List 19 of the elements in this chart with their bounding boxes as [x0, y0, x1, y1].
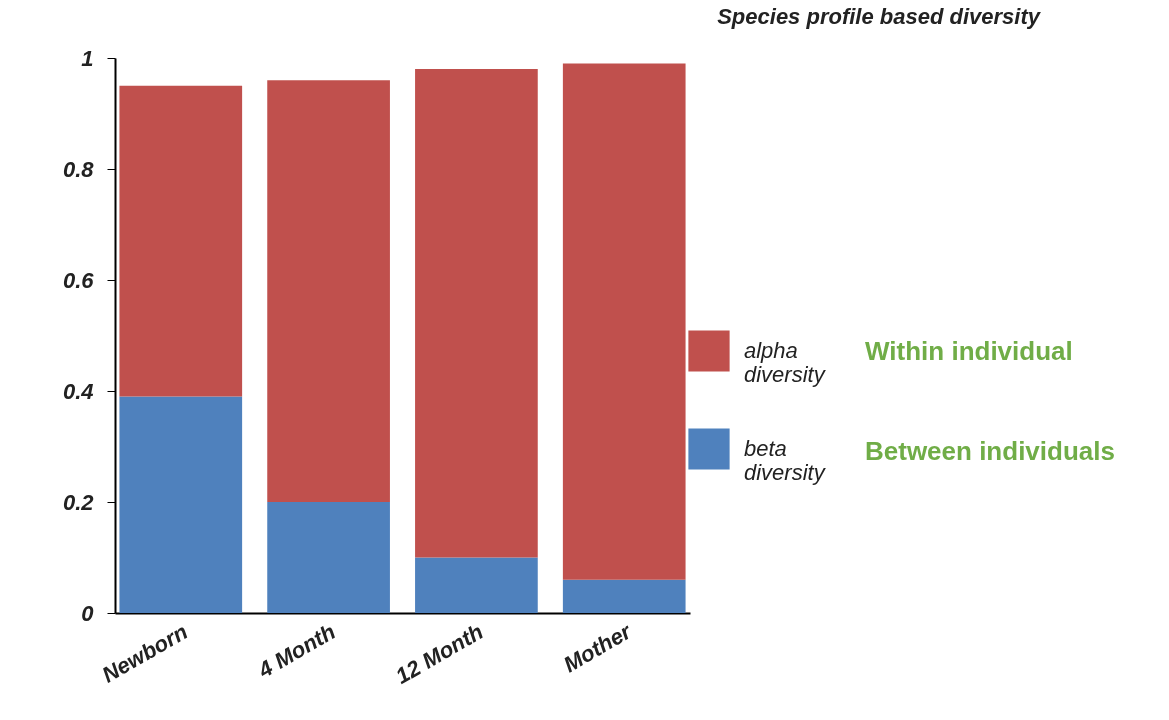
text: Within individual: [865, 336, 1073, 366]
bar: [267, 80, 390, 502]
text: Species profile based diversity: [717, 4, 1042, 29]
y-tick-label: 0: [81, 600, 95, 626]
y-tick-label: 0.2: [62, 489, 95, 515]
y-tick-label: 0.8: [62, 156, 95, 182]
y-tick-label: 1: [81, 45, 94, 71]
legend-label: beta diversity: [744, 436, 827, 485]
y-tick-label: 0.4: [62, 378, 94, 404]
bar: [267, 502, 390, 613]
bar: [562, 63, 686, 580]
text: Between individuals: [865, 436, 1115, 466]
bar: [119, 85, 243, 397]
bar: [415, 69, 538, 558]
legend-label: alpha diversity: [744, 338, 827, 387]
y-tick-label: 0.6: [62, 267, 95, 293]
bar: [119, 396, 243, 613]
bar: [562, 579, 686, 613]
bar: [415, 557, 538, 613]
